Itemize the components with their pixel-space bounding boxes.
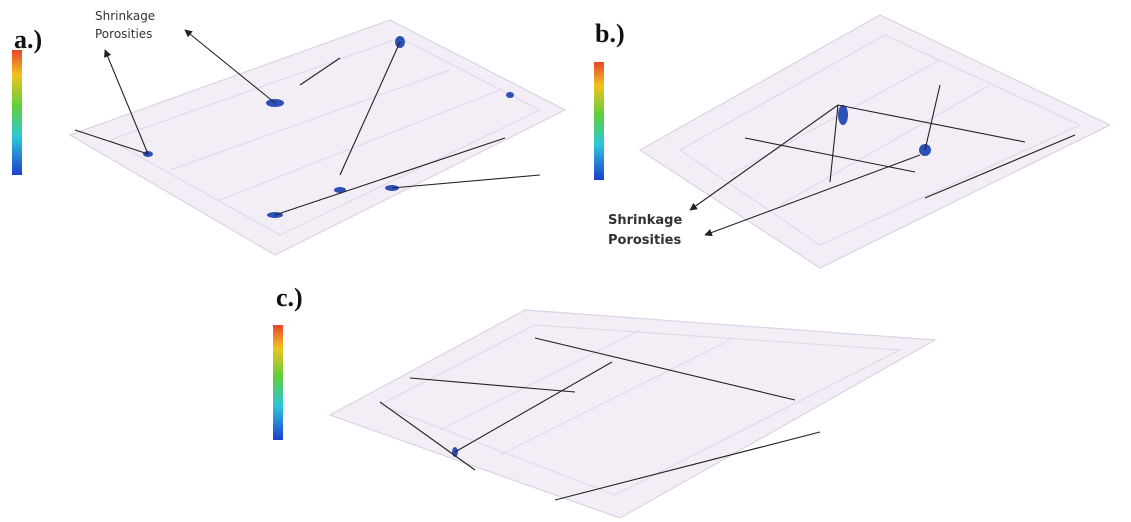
- panel-label: a.): [14, 25, 42, 54]
- color-bar: [12, 50, 22, 175]
- annotation: Porosities: [608, 233, 681, 248]
- pointer: [744, 137, 916, 173]
- panel-label: c.): [276, 283, 303, 312]
- porosity: [838, 105, 848, 125]
- casting-rib: [439, 329, 641, 431]
- pointer: [379, 401, 476, 471]
- pointer: [274, 137, 506, 216]
- pointer: [454, 361, 613, 453]
- pointer: [391, 174, 541, 189]
- casting: [68, 19, 567, 256]
- casting-rib: [379, 324, 903, 496]
- panel-a: a.) Shrinkage Porosities: [12, 9, 567, 256]
- casting-rib: [169, 69, 451, 171]
- casting-rib: [729, 59, 941, 176]
- color-bar: [273, 325, 283, 440]
- pointer: [689, 104, 839, 211]
- pointer: [704, 154, 921, 237]
- panel-label: b.): [595, 19, 625, 48]
- pointer: [74, 129, 149, 155]
- pointer: [924, 84, 941, 151]
- color-bar: [594, 62, 604, 180]
- pointer: [534, 337, 796, 401]
- casting-rib: [219, 89, 501, 201]
- pointer: [339, 41, 401, 176]
- annotation: Shrinkage: [608, 213, 682, 228]
- pointer: [409, 377, 576, 393]
- annotation: Shrinkage: [95, 9, 155, 23]
- porosity: [506, 92, 514, 98]
- casting-rib: [109, 37, 542, 236]
- pointer: [184, 29, 276, 104]
- annotation: Porosities: [95, 27, 152, 41]
- porosity: [334, 187, 346, 193]
- panel-c: c.): [273, 283, 938, 519]
- casting-rib: [499, 339, 731, 456]
- casting: [638, 14, 1112, 269]
- pointer: [924, 134, 1076, 199]
- pointer: [829, 104, 839, 183]
- casting-rib: [679, 34, 1082, 246]
- pointer: [299, 57, 341, 86]
- casting: [328, 309, 938, 519]
- pointer: [104, 49, 149, 155]
- panel-b: b.) Shrinkage Porosities: [594, 14, 1112, 269]
- casting-rib: [779, 84, 991, 206]
- pointer: [554, 431, 821, 501]
